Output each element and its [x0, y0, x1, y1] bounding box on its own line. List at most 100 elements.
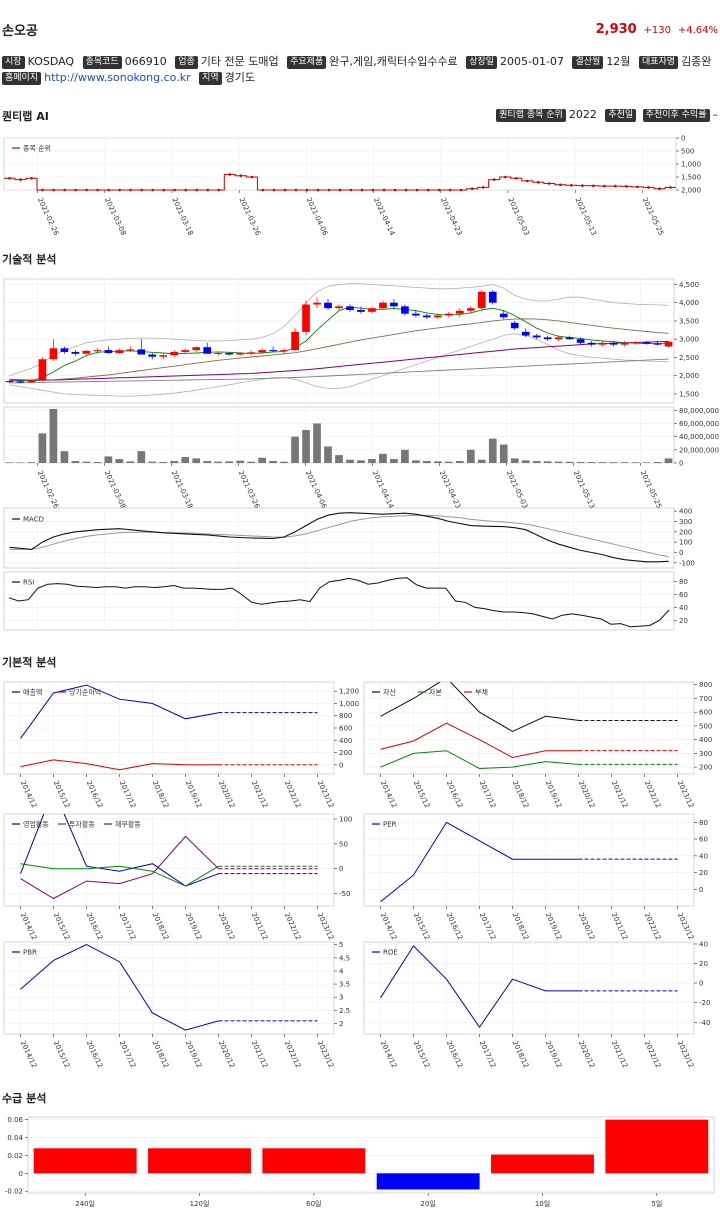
- candle-body: [390, 302, 398, 307]
- supply-chart-ytick-label: 0.04: [7, 1134, 23, 1142]
- fund_cashflow-chart-xtick-label: 2021/12: [250, 911, 270, 941]
- fund_income-chart-xtick-label: 2019/12: [184, 779, 204, 809]
- rank-point: [151, 188, 155, 192]
- fund_per-chart-xtick-label: 2015/12: [412, 911, 432, 941]
- fund_pbr-chart-xtick-label: 2016/12: [85, 1039, 105, 1069]
- rank-point: [448, 188, 452, 192]
- rank-point: [492, 178, 496, 181]
- fund_cashflow-chart-xtick-label: 2015/12: [52, 911, 72, 941]
- candle-body: [576, 339, 585, 343]
- candle-body: [214, 353, 223, 355]
- candle-body: [280, 350, 288, 352]
- volume-bar: [664, 458, 673, 463]
- volume-chart-ytick-label: 0: [679, 460, 683, 468]
- supply-bar: [33, 1148, 137, 1174]
- rank-chart-xtick-label: 2021-05-13: [573, 196, 597, 236]
- volume-bar: [357, 460, 365, 463]
- rank-point: [294, 188, 298, 192]
- candle-body: [510, 322, 519, 329]
- volume-bar: [313, 423, 321, 463]
- rank-point: [669, 186, 672, 189]
- fund_income-series-line: [20, 759, 219, 771]
- rank-chart-ytick-label: 2,000: [681, 187, 701, 195]
- rank-point: [107, 188, 110, 192]
- fund_per-legend-label: PER: [383, 821, 397, 829]
- rsi-chart-ytick-label: 80: [679, 578, 688, 586]
- homepage-link[interactable]: http://www.sonokong.co.kr: [44, 71, 191, 84]
- macd-line: [9, 512, 669, 563]
- industry-value: 기타 전문 도매업: [200, 55, 279, 68]
- rank-point: [592, 184, 595, 188]
- fund_income-chart-xtick-label: 2021/12: [250, 779, 270, 809]
- rank-point: [625, 185, 628, 188]
- fund_roe-chart-xtick-label: 2016/12: [445, 1039, 465, 1069]
- rank-point: [437, 188, 441, 192]
- fund_pbr-chart-ytick-label: 3: [339, 994, 343, 1002]
- volume-bar: [576, 461, 585, 463]
- fund_roe-chart-xtick-label: 2014/12: [379, 1039, 399, 1069]
- rank-point: [481, 186, 485, 189]
- rank-point: [162, 188, 166, 192]
- macd-signal-line: [9, 514, 669, 558]
- listing-value: 2005-01-07: [500, 55, 564, 68]
- fund_income-chart-xtick-label: 2014/12: [19, 779, 39, 809]
- volume-bar: [543, 461, 552, 463]
- price-change: +130: [643, 25, 672, 36]
- supply-chart-xtick-label: 240일: [75, 1199, 95, 1208]
- fund_income-legend-label: 매출액: [23, 688, 42, 697]
- rank-point: [206, 188, 210, 192]
- volume-bar: [225, 461, 234, 463]
- volume-bar: [203, 461, 212, 463]
- candle-body: [291, 331, 299, 351]
- macd-chart-ytick-label: 0: [679, 549, 683, 557]
- fund_cashflow-legend-label: 영업활동: [23, 820, 49, 829]
- rank-point: [261, 188, 265, 192]
- volume-bar: [280, 461, 288, 463]
- volume-bar: [49, 408, 58, 463]
- fund_per-chart-ytick-label: 40: [699, 852, 708, 860]
- candle-body: [598, 342, 607, 345]
- fund_pbr-chart-xtick-label: 2021/12: [250, 1039, 270, 1069]
- volume-bar: [423, 461, 431, 463]
- rank-point: [96, 188, 99, 192]
- rank-point: [8, 177, 11, 180]
- volume-bar: [434, 461, 442, 463]
- rank-point: [393, 188, 397, 192]
- volume-bar: [324, 446, 332, 463]
- candle-body: [379, 302, 387, 309]
- fund_balance-legend-label: 자본: [429, 688, 442, 697]
- rank-line: [4, 173, 676, 191]
- rank-point: [228, 173, 232, 176]
- fund_per-chart-frame: [363, 813, 695, 907]
- ma20-line: [9, 318, 669, 381]
- volume-chart-ytick-label: 40,000,000: [679, 433, 719, 441]
- rank-point: [404, 188, 408, 192]
- candle-body: [313, 302, 321, 305]
- rank-chart-ytick-label: 0: [681, 135, 685, 143]
- rsi-chart-ytick-label: 20: [679, 617, 688, 625]
- code-value: 066910: [124, 55, 167, 68]
- volume-chart-ytick-label: 20,000,000: [679, 446, 719, 454]
- fund_roe-chart-xtick-label: 2017/12: [478, 1039, 498, 1069]
- supply-bar: [605, 1119, 709, 1174]
- volume-bar: [510, 458, 519, 463]
- rank-point: [41, 188, 44, 192]
- fund_cashflow-chart-xtick-label: 2022/12: [283, 911, 303, 941]
- candle-body: [225, 353, 234, 355]
- fund_balance-chart-ytick-label: 200: [699, 764, 712, 772]
- volume-bar: [181, 457, 190, 463]
- volume-bar: [115, 459, 124, 463]
- rank-point: [184, 188, 188, 192]
- section-technical-title: 기술적 분석: [2, 253, 57, 266]
- fund_income-chart-ytick-label: 1,000: [339, 700, 359, 708]
- candle-body: [631, 342, 640, 344]
- fund_pbr-chart-xtick-label: 2020/12: [217, 1039, 237, 1069]
- tag-listing: 상장일: [466, 56, 498, 69]
- fund_pbr-chart-ytick-label: 4: [339, 967, 344, 975]
- candle-body: [93, 350, 102, 352]
- candle-body: [609, 342, 618, 345]
- rank-point: [217, 188, 221, 192]
- fund_balance-chart-xtick-label: 2022/12: [643, 779, 663, 809]
- volume-bar: [455, 461, 464, 463]
- supply-bar: [148, 1148, 251, 1174]
